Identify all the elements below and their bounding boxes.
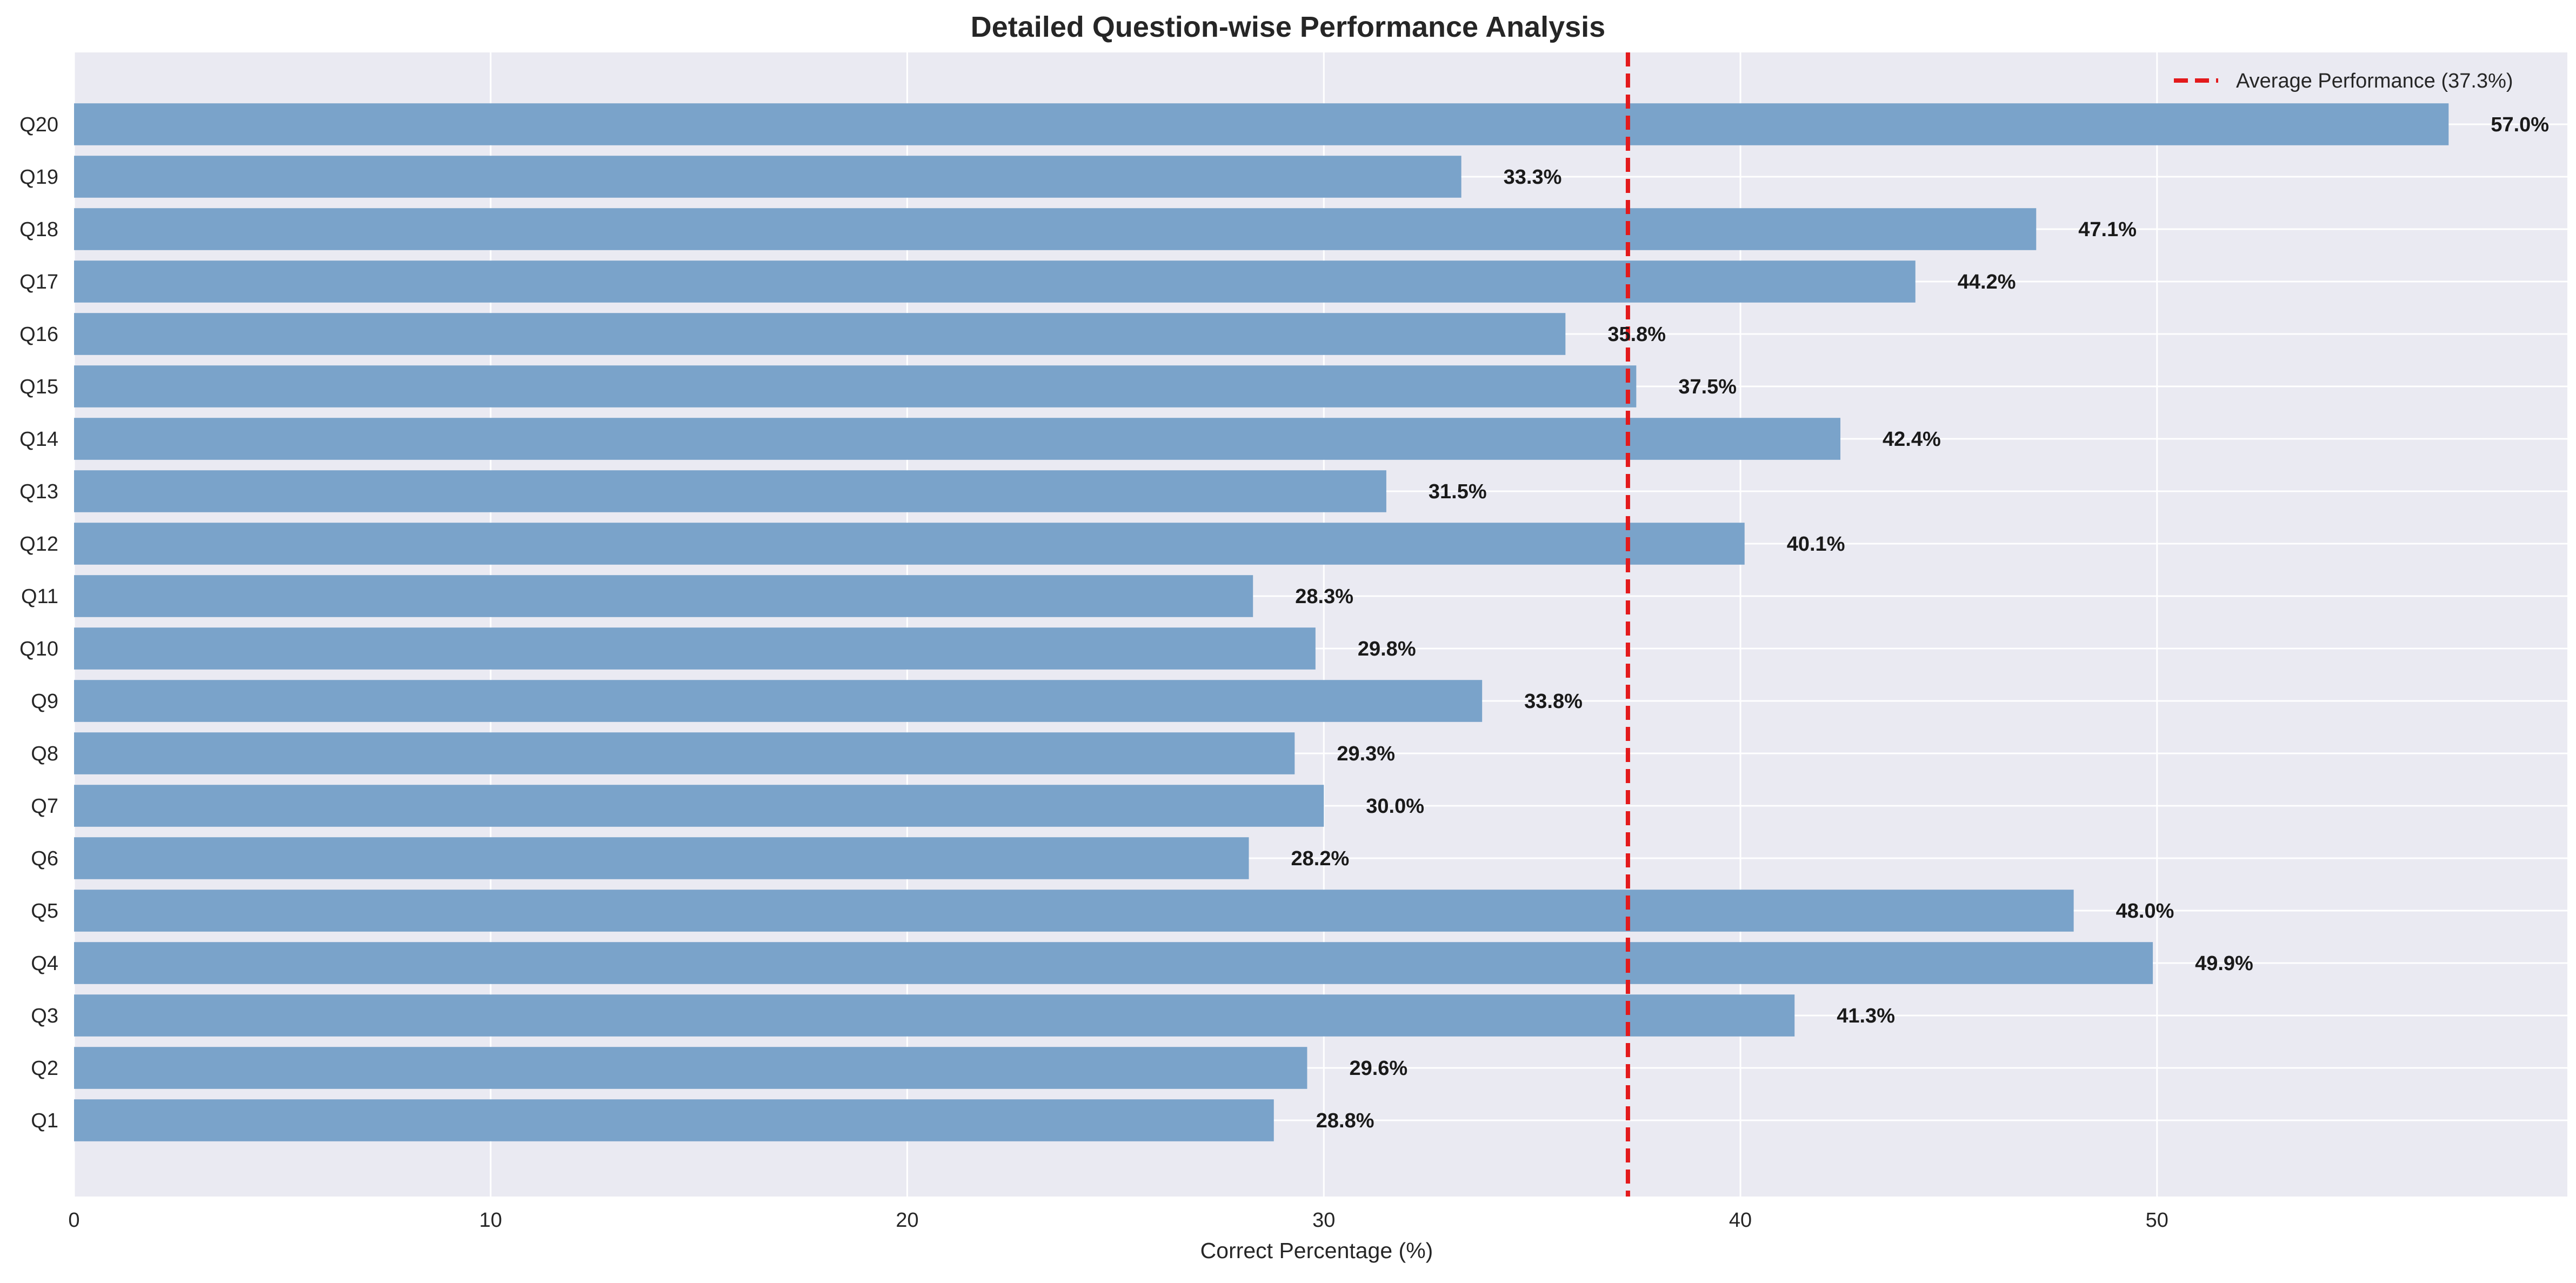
y-tick-label-q16: Q16 bbox=[19, 323, 58, 346]
y-tick-labels: Q1 Q2 Q3 Q4 Q5 Q6 Q7 Q8 Q9 Q10 Q11 Q12 Q13 Q14 Q15 Q16 Q… bbox=[19, 113, 58, 1132]
bar-q5 bbox=[74, 890, 2074, 932]
y-tick-label-q2: Q2 bbox=[31, 1057, 58, 1080]
y-tick-label-q3: Q3 bbox=[31, 1005, 58, 1027]
bar-q14 bbox=[74, 418, 1841, 460]
bar-q20 bbox=[74, 103, 2449, 145]
bar-q18 bbox=[74, 208, 2037, 250]
y-tick-label-q5: Q5 bbox=[31, 900, 58, 923]
value-label-q9: 33.8% bbox=[1524, 690, 1583, 713]
bar-q1 bbox=[74, 1099, 1274, 1141]
y-tick-label-q15: Q15 bbox=[19, 376, 58, 398]
bars bbox=[74, 103, 2449, 1141]
chart-title: Detailed Question-wise Performance Analy… bbox=[971, 11, 1605, 43]
value-label-q4: 49.9% bbox=[2195, 952, 2253, 975]
x-tick-label: 30 bbox=[1312, 1209, 1335, 1232]
bar-q11 bbox=[74, 575, 1253, 617]
x-tick-labels: 0 10 20 30 40 50 bbox=[68, 1209, 2168, 1232]
y-tick-label-q4: Q4 bbox=[31, 952, 58, 975]
y-tick-label-q1: Q1 bbox=[31, 1110, 58, 1132]
x-tick-label: 40 bbox=[1729, 1209, 1752, 1232]
bar-q9 bbox=[74, 680, 1483, 722]
bar-q8 bbox=[74, 732, 1295, 774]
value-labels: 28.8% 29.6% 41.3% 49.9% 48.0% 28.2% 30.0% 29.3%… bbox=[1291, 113, 2550, 1132]
bar-q17 bbox=[74, 260, 1916, 303]
bar-q12 bbox=[74, 523, 1745, 565]
value-label-q19: 33.3% bbox=[1504, 166, 1562, 189]
bar-q6 bbox=[74, 837, 1249, 879]
value-label-q11: 28.3% bbox=[1295, 585, 1353, 608]
x-axis-label: Correct Percentage (%) bbox=[1200, 1238, 1433, 1263]
y-tick-label-q19: Q19 bbox=[19, 166, 58, 189]
value-label-q1: 28.8% bbox=[1316, 1110, 1374, 1132]
bar-q16 bbox=[74, 313, 1566, 355]
y-tick-label-q9: Q9 bbox=[31, 690, 58, 713]
value-label-q5: 48.0% bbox=[2116, 900, 2174, 923]
value-label-q6: 28.2% bbox=[1291, 847, 1350, 870]
x-tick-label: 0 bbox=[68, 1209, 79, 1232]
value-label-q18: 47.1% bbox=[2078, 218, 2137, 241]
value-label-q14: 42.4% bbox=[1883, 428, 1941, 451]
y-tick-label-q11: Q11 bbox=[21, 585, 58, 608]
y-tick-label-q20: Q20 bbox=[19, 113, 58, 136]
y-tick-label-q6: Q6 bbox=[31, 847, 58, 870]
value-label-q8: 29.3% bbox=[1337, 743, 1395, 765]
y-tick-label-q14: Q14 bbox=[19, 428, 58, 451]
value-label-q13: 31.5% bbox=[1429, 480, 1487, 503]
bar-q15 bbox=[74, 365, 1637, 407]
value-label-q3: 41.3% bbox=[1837, 1005, 1895, 1027]
legend: Average Performance (37.3%) bbox=[2174, 70, 2513, 92]
bar-q2 bbox=[74, 1047, 1307, 1089]
value-label-q20: 57.0% bbox=[2491, 113, 2549, 136]
value-label-q2: 29.6% bbox=[1349, 1057, 1407, 1080]
bar-q19 bbox=[74, 156, 1461, 198]
y-tick-label-q12: Q12 bbox=[19, 533, 58, 556]
y-tick-label-q17: Q17 bbox=[19, 271, 58, 293]
value-label-q17: 44.2% bbox=[1958, 271, 2016, 293]
value-label-q10: 29.8% bbox=[1358, 638, 1416, 660]
x-tick-label: 50 bbox=[2146, 1209, 2168, 1232]
bar-q10 bbox=[74, 627, 1316, 670]
value-label-q12: 40.1% bbox=[1787, 533, 1845, 556]
bar-q3 bbox=[74, 994, 1795, 1037]
y-tick-label-q8: Q8 bbox=[31, 743, 58, 765]
value-label-q15: 37.5% bbox=[1678, 376, 1737, 398]
y-tick-label-q18: Q18 bbox=[19, 218, 58, 241]
y-tick-label-q7: Q7 bbox=[31, 795, 58, 818]
x-tick-label: 20 bbox=[896, 1209, 918, 1232]
bar-q4 bbox=[74, 942, 2153, 984]
x-tick-label: 10 bbox=[479, 1209, 502, 1232]
value-label-q16: 35.8% bbox=[1607, 323, 1666, 346]
bar-q13 bbox=[74, 470, 1386, 512]
y-tick-label-q10: Q10 bbox=[19, 638, 58, 660]
bar-q7 bbox=[74, 785, 1324, 827]
legend-label: Average Performance (37.3%) bbox=[2236, 70, 2513, 92]
value-label-q7: 30.0% bbox=[1366, 795, 1424, 818]
y-tick-label-q13: Q13 bbox=[19, 480, 58, 503]
